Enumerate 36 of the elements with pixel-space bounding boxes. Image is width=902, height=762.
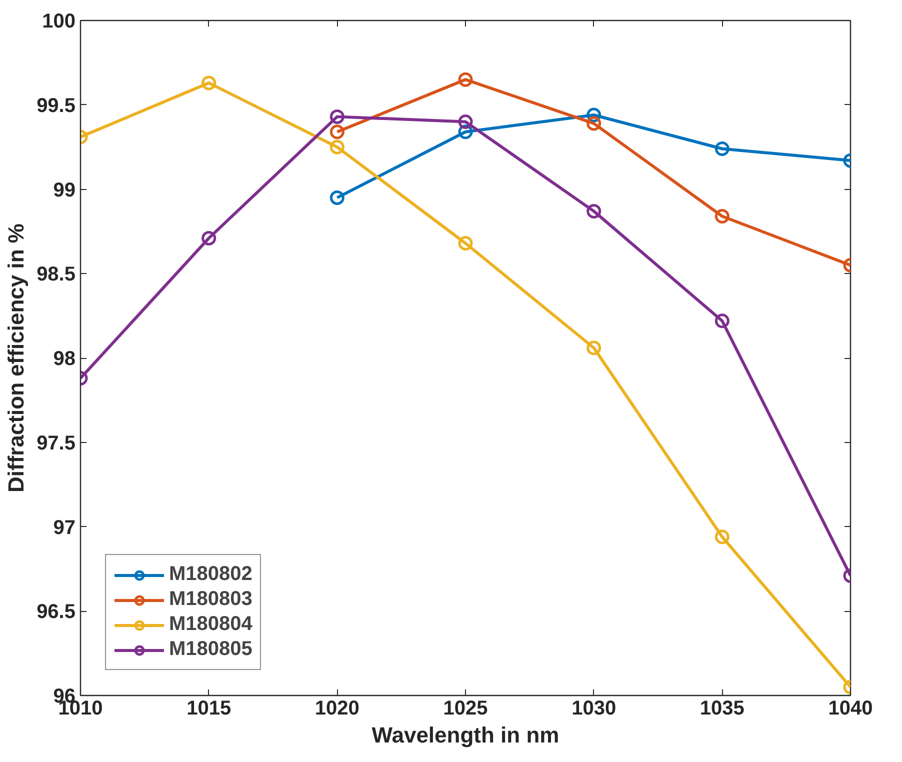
point — [586, 204, 602, 218]
y-tick-label: 97 — [53, 516, 76, 539]
y-tick-label: 98 — [53, 348, 76, 370]
point — [586, 340, 602, 356]
y-tick-label: 100 — [42, 10, 76, 32]
legend-label: M180803 — [169, 588, 252, 611]
point — [330, 140, 344, 154]
legend-label: M180804 — [169, 613, 252, 636]
x-tick-label: 1035 — [700, 698, 744, 720]
point — [330, 190, 344, 205]
x-tick-label: 1015 — [186, 698, 232, 720]
x-tick-label: 1025 — [443, 698, 488, 720]
point — [330, 124, 344, 140]
legend-label: M180805 — [169, 638, 252, 661]
y-tick-label: 96.5 — [36, 601, 76, 624]
x-tick-label: 1020 — [314, 698, 360, 720]
point — [714, 209, 730, 224]
y-axis-title: Diffraction efficiency in % — [4, 224, 29, 492]
x-tick-label: 1030 — [572, 698, 616, 720]
y-tick-label: 99 — [53, 179, 76, 202]
point — [202, 76, 216, 90]
point — [458, 72, 473, 87]
point — [458, 236, 473, 250]
point — [714, 142, 730, 156]
x-axis-title: Wavelength in nm — [372, 722, 560, 748]
y-tick-label: 97.5 — [36, 432, 76, 454]
point — [330, 109, 344, 124]
y-tick-label: 99.5 — [36, 94, 76, 117]
point — [714, 314, 730, 328]
point — [714, 530, 730, 544]
point — [458, 114, 473, 129]
y-tick-label: 98.5 — [36, 264, 76, 286]
legend-label: M180802 — [169, 563, 252, 586]
x-tick-label: 1040 — [828, 698, 873, 720]
point — [202, 230, 216, 246]
point — [586, 116, 602, 131]
